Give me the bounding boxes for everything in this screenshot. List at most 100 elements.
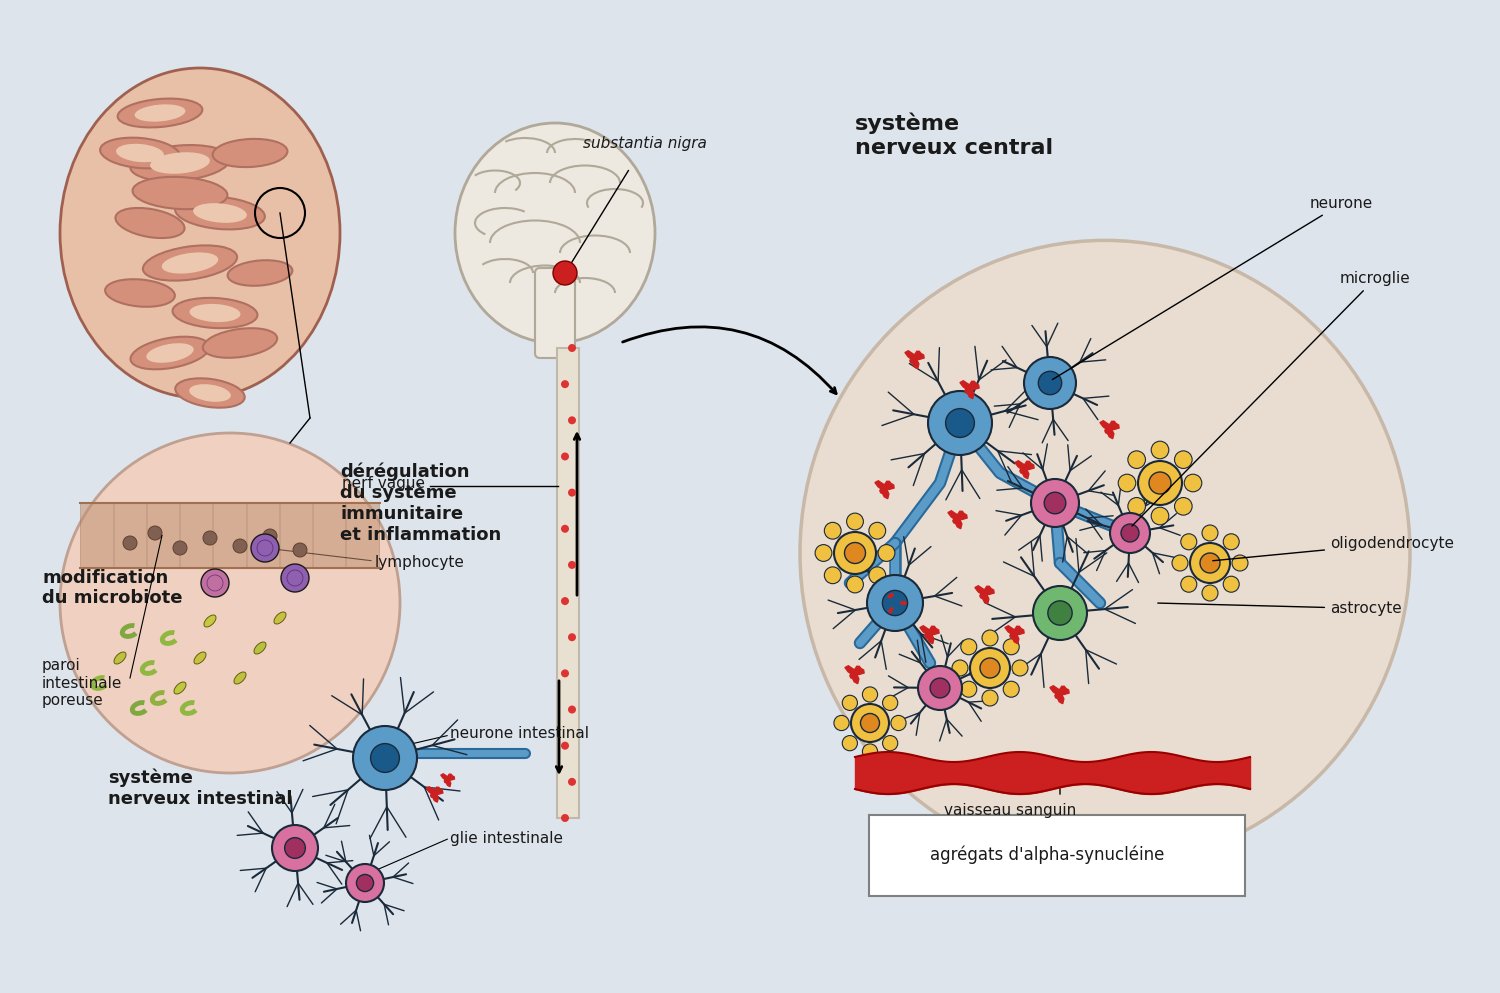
Circle shape bbox=[1034, 586, 1088, 640]
Circle shape bbox=[272, 825, 318, 871]
Circle shape bbox=[1004, 681, 1019, 697]
Circle shape bbox=[561, 742, 568, 750]
Ellipse shape bbox=[150, 152, 210, 174]
Text: microglie: microglie bbox=[1132, 271, 1410, 526]
Ellipse shape bbox=[162, 252, 219, 274]
Circle shape bbox=[554, 261, 578, 285]
Circle shape bbox=[928, 391, 992, 455]
Polygon shape bbox=[1005, 626, 1025, 643]
Circle shape bbox=[561, 380, 568, 388]
Circle shape bbox=[1232, 555, 1248, 571]
Circle shape bbox=[842, 695, 858, 710]
Circle shape bbox=[1110, 513, 1150, 553]
Ellipse shape bbox=[800, 240, 1410, 866]
Ellipse shape bbox=[130, 145, 230, 181]
Polygon shape bbox=[960, 380, 980, 399]
Ellipse shape bbox=[172, 298, 258, 328]
Ellipse shape bbox=[204, 615, 216, 627]
Circle shape bbox=[868, 567, 885, 584]
Ellipse shape bbox=[228, 260, 292, 286]
Circle shape bbox=[201, 569, 229, 597]
Circle shape bbox=[1150, 507, 1168, 524]
Circle shape bbox=[561, 453, 568, 461]
FancyBboxPatch shape bbox=[246, 503, 279, 568]
Circle shape bbox=[1222, 576, 1239, 592]
Circle shape bbox=[251, 534, 279, 562]
Circle shape bbox=[982, 690, 998, 706]
Polygon shape bbox=[904, 351, 924, 368]
Circle shape bbox=[1172, 555, 1188, 571]
Ellipse shape bbox=[114, 652, 126, 664]
Circle shape bbox=[1138, 461, 1182, 505]
Circle shape bbox=[285, 838, 306, 858]
Ellipse shape bbox=[132, 177, 228, 210]
Circle shape bbox=[286, 570, 303, 586]
Polygon shape bbox=[975, 586, 994, 604]
Circle shape bbox=[280, 564, 309, 592]
Ellipse shape bbox=[254, 642, 266, 654]
Polygon shape bbox=[426, 786, 442, 802]
Circle shape bbox=[970, 648, 1010, 688]
Circle shape bbox=[1038, 371, 1062, 394]
Circle shape bbox=[561, 669, 568, 677]
Ellipse shape bbox=[194, 652, 206, 664]
Circle shape bbox=[232, 539, 248, 553]
Circle shape bbox=[862, 744, 877, 759]
Polygon shape bbox=[1100, 421, 1119, 439]
Text: système
nerveux intestinal: système nerveux intestinal bbox=[108, 769, 292, 807]
Circle shape bbox=[1044, 493, 1066, 513]
Circle shape bbox=[945, 408, 975, 437]
Text: agrégats d'alpha-synucléine: agrégats d'alpha-synucléine bbox=[930, 846, 1164, 864]
Circle shape bbox=[370, 744, 399, 773]
Polygon shape bbox=[920, 626, 939, 643]
FancyBboxPatch shape bbox=[114, 503, 146, 568]
Circle shape bbox=[172, 541, 188, 555]
Circle shape bbox=[918, 666, 962, 710]
Circle shape bbox=[842, 736, 858, 751]
FancyBboxPatch shape bbox=[180, 503, 213, 568]
Polygon shape bbox=[888, 845, 918, 873]
FancyBboxPatch shape bbox=[147, 503, 178, 568]
Ellipse shape bbox=[100, 138, 180, 169]
FancyBboxPatch shape bbox=[314, 503, 345, 568]
Text: lymphocyte: lymphocyte bbox=[375, 555, 465, 571]
Polygon shape bbox=[441, 774, 454, 786]
Ellipse shape bbox=[454, 123, 656, 343]
Ellipse shape bbox=[213, 139, 288, 167]
Circle shape bbox=[568, 344, 576, 352]
Circle shape bbox=[561, 814, 568, 822]
Circle shape bbox=[1174, 451, 1192, 469]
Circle shape bbox=[952, 660, 968, 676]
Circle shape bbox=[882, 736, 898, 751]
Polygon shape bbox=[948, 510, 968, 528]
Circle shape bbox=[568, 416, 576, 424]
Circle shape bbox=[1048, 601, 1072, 626]
Circle shape bbox=[815, 544, 833, 561]
Polygon shape bbox=[1050, 686, 1070, 704]
Circle shape bbox=[891, 715, 906, 731]
Ellipse shape bbox=[174, 682, 186, 694]
Ellipse shape bbox=[888, 607, 894, 614]
Circle shape bbox=[846, 576, 864, 593]
Circle shape bbox=[1180, 534, 1197, 550]
Text: substantia nigra: substantia nigra bbox=[584, 136, 706, 151]
Circle shape bbox=[292, 543, 308, 557]
Circle shape bbox=[868, 522, 885, 539]
Circle shape bbox=[568, 561, 576, 569]
Ellipse shape bbox=[888, 593, 894, 598]
Circle shape bbox=[867, 575, 922, 631]
Circle shape bbox=[561, 524, 568, 533]
Ellipse shape bbox=[189, 304, 240, 322]
Circle shape bbox=[1190, 543, 1230, 583]
Circle shape bbox=[1150, 441, 1168, 459]
Circle shape bbox=[568, 706, 576, 714]
Ellipse shape bbox=[202, 328, 278, 357]
Circle shape bbox=[123, 536, 136, 550]
Text: astrocyte: astrocyte bbox=[1158, 601, 1401, 616]
FancyBboxPatch shape bbox=[346, 503, 378, 568]
Text: oligodendrocyte: oligodendrocyte bbox=[1214, 536, 1454, 561]
Text: vaisseau sanguin: vaisseau sanguin bbox=[944, 803, 1076, 818]
Ellipse shape bbox=[130, 337, 210, 369]
Text: dérégulation
du système
immunitaire
et inflammation: dérégulation du système immunitaire et i… bbox=[340, 463, 501, 544]
Circle shape bbox=[357, 875, 374, 892]
